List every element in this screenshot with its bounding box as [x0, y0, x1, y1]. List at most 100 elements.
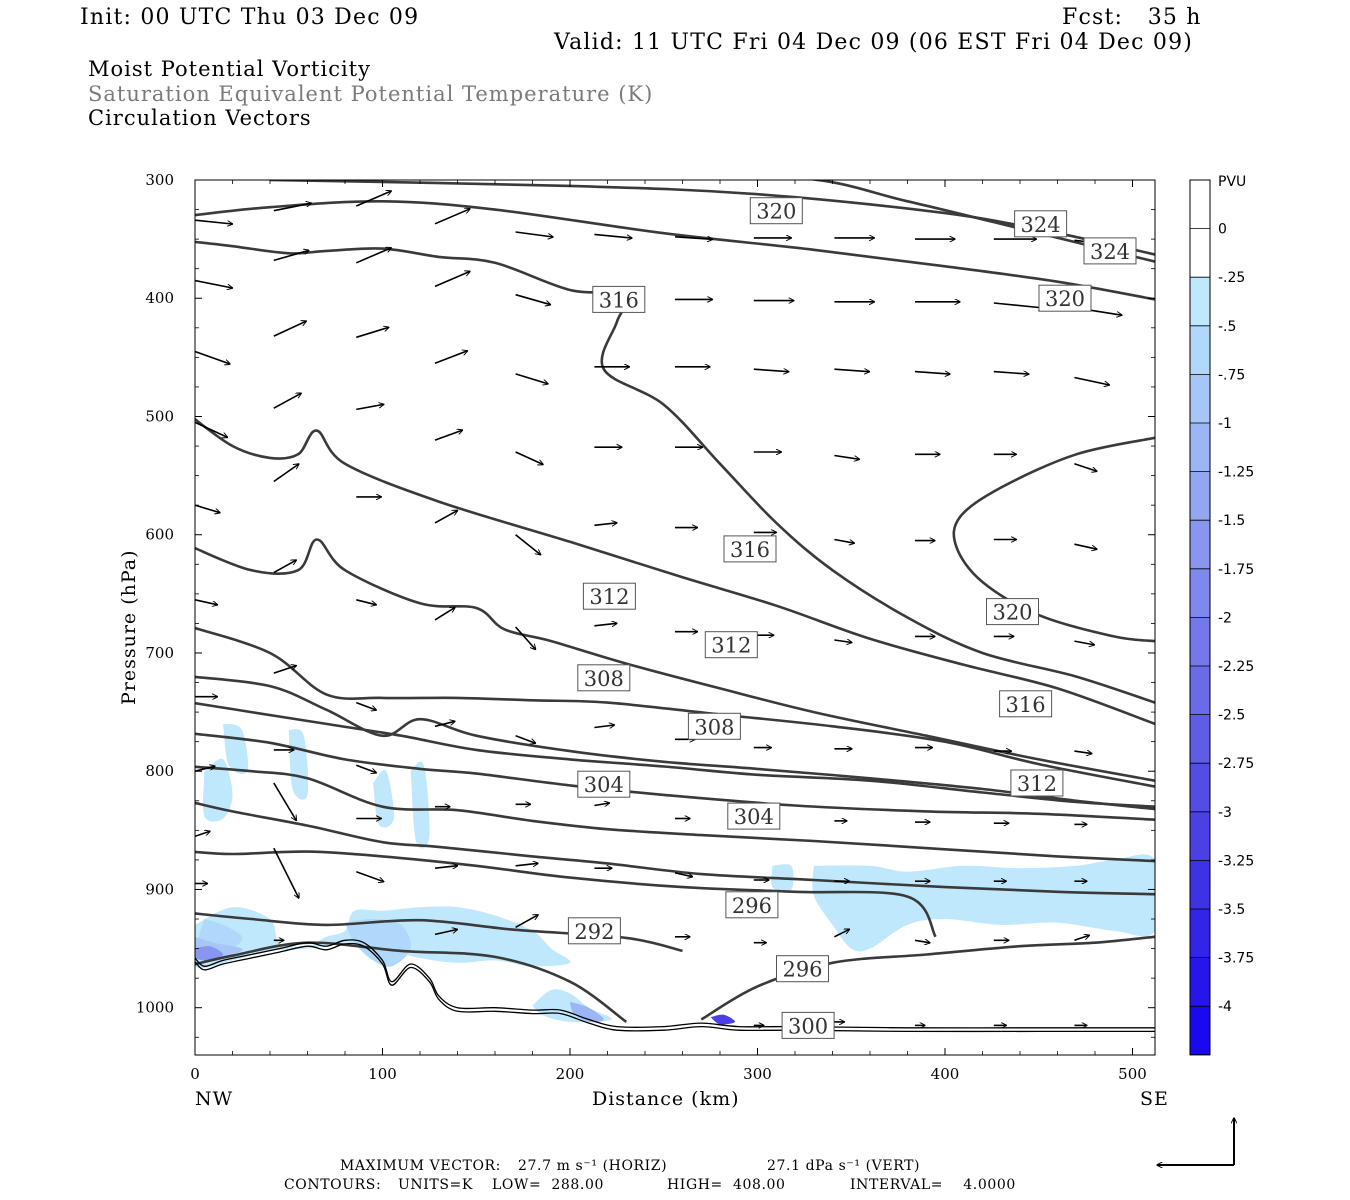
vector-arrow [195, 279, 233, 289]
vector-arrow [195, 421, 228, 437]
contours-units: UNITS=K [398, 1177, 473, 1193]
colorbar-swatch [1190, 909, 1210, 959]
vector-arrow [515, 451, 544, 465]
contour-line [195, 538, 1155, 782]
x-tick-label: 300 [743, 1065, 772, 1083]
terrain-line [195, 942, 1155, 1033]
x-tick-label: 0 [190, 1065, 200, 1083]
vector-arrow [515, 231, 554, 237]
contour-line [700, 935, 1155, 1021]
contour-line [195, 765, 1155, 863]
vector-arrow [356, 870, 384, 882]
vector-arrow [434, 607, 455, 621]
x-tick-label: 500 [1118, 1065, 1147, 1083]
contour-label: 304 [577, 770, 631, 798]
contour-line [952, 436, 1155, 643]
colorbar-label: -3.75 [1218, 951, 1254, 967]
colorbar-label: -2.5 [1218, 708, 1245, 724]
contour-label-text: 296 [782, 958, 822, 982]
vector-arrow [914, 372, 950, 375]
vector-arrow [356, 404, 384, 411]
contour-label: 324 [1083, 237, 1137, 265]
colorbar-swatch [1190, 180, 1210, 230]
vector-arrow [356, 599, 376, 605]
contour-label: 300 [781, 1011, 835, 1039]
vector-arrow [834, 640, 852, 643]
mpv-patch [410, 761, 430, 849]
colorbar-swatch [1190, 957, 1210, 1007]
contour-label: 316 [999, 690, 1053, 718]
mpv-patch [373, 769, 394, 828]
contours-low: LOW= 288.00 [492, 1177, 604, 1193]
vector-arrow [594, 523, 617, 526]
vector-arrow [273, 250, 309, 262]
colorbar-label: -3.5 [1218, 902, 1245, 918]
reference-vector-icon [1157, 1118, 1234, 1165]
contour-label: 316 [592, 285, 646, 313]
axes: 300 400 500 600 700 800 900 1000 0 100 200 300 400 50… [136, 171, 1155, 1083]
contour-label-text: 316 [599, 288, 639, 312]
contour-line [195, 675, 1155, 811]
mpv-shading [195, 723, 1155, 1025]
contour-label-text: 296 [732, 894, 772, 918]
y-tick-label: 300 [145, 171, 174, 189]
colorbar-label: -.5 [1218, 319, 1236, 335]
vector-arrow [273, 666, 297, 674]
vector-arrow [834, 929, 849, 938]
colorbar-swatch [1190, 617, 1210, 667]
max-vector-vert: 27.1 dPa s⁻¹ (VERT) [767, 1158, 921, 1174]
colorbar-label: -3 [1218, 805, 1232, 821]
colorbar-swatch [1190, 325, 1210, 375]
contour-line [195, 801, 1155, 896]
contour-line [195, 417, 1155, 726]
vector-arrow [273, 464, 299, 483]
y-tick-label: 500 [145, 407, 174, 425]
max-vector-horiz: 27.7 m s⁻¹ (HORIZ) [518, 1158, 668, 1174]
colorbar-swatch [1190, 1006, 1210, 1056]
vector-arrow [515, 734, 536, 744]
forecast-hour: Fcst: 35 h [1062, 5, 1202, 30]
mpv-patch [570, 1001, 604, 1023]
colorbar-label: -3.25 [1218, 853, 1254, 869]
vector-arrow [195, 504, 220, 513]
valid-time: Valid: 11 UTC Fri 04 Dec 09 (06 EST Fri … [554, 30, 1194, 55]
colorbar-swatch [1190, 666, 1210, 716]
vector-arrow [273, 321, 307, 337]
contour-label-text: 320 [1045, 287, 1085, 311]
contour-label-text: 300 [788, 1014, 828, 1038]
contour-label: 320 [1038, 284, 1092, 312]
vector-arrow [674, 872, 693, 877]
colorbar-label: -.25 [1218, 270, 1245, 286]
colorbar-swatch [1190, 228, 1210, 278]
colorbar-label: -2.75 [1218, 756, 1254, 772]
field-title-vectors: Circulation Vectors [88, 106, 312, 130]
colorbar-units: PVU [1218, 174, 1246, 190]
x-tick-label: 200 [556, 1065, 585, 1083]
colorbar-swatch [1190, 811, 1210, 861]
contour-line [195, 626, 1155, 788]
y-tick-label: 1000 [136, 999, 174, 1017]
vector-arrow [356, 327, 389, 339]
colorbar-label: -1.25 [1218, 465, 1254, 481]
y-tick-label: 600 [145, 526, 174, 544]
vector-arrow [434, 209, 470, 225]
vector-arrow [1074, 543, 1097, 549]
contour-label-text: 320 [756, 200, 796, 224]
colorbar-swatch [1190, 277, 1210, 327]
contour-line [195, 941, 628, 1023]
colorbar-label: -2.25 [1218, 659, 1254, 675]
colorbar-label: 0 [1218, 222, 1227, 238]
contour-line [195, 912, 683, 953]
vector-arrow [594, 233, 632, 238]
vector-arrow [515, 915, 539, 928]
mpv-patch [812, 854, 1155, 952]
contours-interval: INTERVAL= 4.0000 [850, 1177, 1016, 1193]
mpv-patch [195, 945, 224, 961]
contour-label-text: 312 [1017, 772, 1057, 796]
y-tick-label: 700 [145, 644, 174, 662]
colorbar-label: -1.5 [1218, 513, 1245, 529]
nw-end-label: NW [195, 1088, 233, 1110]
colorbar-swatch [1190, 374, 1210, 424]
